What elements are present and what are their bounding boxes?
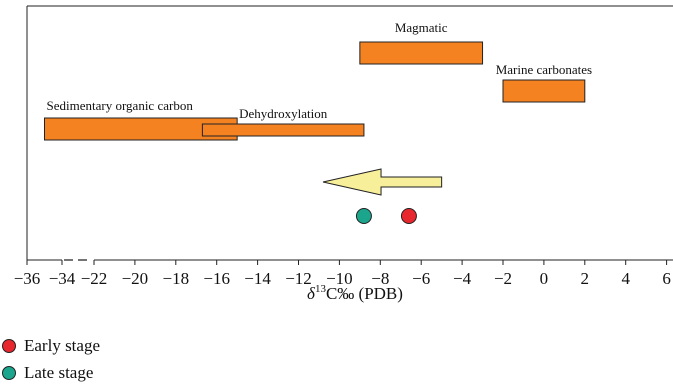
range-label-marine-carbonates: Marine carbonates <box>496 62 592 77</box>
chart: Magmatic Marine carbonates Sedimentary org… <box>14 5 673 303</box>
x-tick-label: −36 <box>14 269 41 288</box>
legend-label-early: Early stage <box>24 336 100 355</box>
late-stage-marker-icon <box>2 366 16 380</box>
x-tick-label: −16 <box>203 269 230 288</box>
x-tick-label: 4 <box>621 269 630 288</box>
range-label-sedimentary-organic-carbon: Sedimentary organic carbon <box>47 98 194 113</box>
x-tick-label: 0 <box>540 269 549 288</box>
x-tick-label: −6 <box>412 269 430 288</box>
x-tick-label: −18 <box>163 269 190 288</box>
x-tick-label: −12 <box>285 269 312 288</box>
legend-label-late: Late stage <box>24 363 94 382</box>
x-axis-label: δ13C‰ (PDB) <box>307 283 403 303</box>
x-tick-label: −10 <box>326 269 353 288</box>
trend-arrow-icon <box>322 168 443 196</box>
x-tick-label: 6 <box>662 269 671 288</box>
x-tick-label: 2 <box>581 269 590 288</box>
x-tick-label: −4 <box>453 269 472 288</box>
point-late-stage <box>355 208 372 224</box>
x-tick-label: −22 <box>81 269 108 288</box>
x-tick-label: −20 <box>122 269 149 288</box>
point-early-stage <box>400 208 417 224</box>
range-label-magmatic: Magmatic <box>395 20 448 35</box>
range-bar-marine-carbonates <box>502 79 586 103</box>
range-bar-dehydroxylation <box>201 123 365 137</box>
x-tick-label: −8 <box>371 269 389 288</box>
range-label-dehydroxylation: Dehydroxylation <box>239 106 328 121</box>
x-tick-label: −2 <box>494 269 512 288</box>
x-tick-label: −14 <box>244 269 271 288</box>
x-tick-label: −34 <box>49 269 76 288</box>
range-bar-magmatic <box>359 41 484 65</box>
early-stage-marker-icon <box>2 339 16 353</box>
